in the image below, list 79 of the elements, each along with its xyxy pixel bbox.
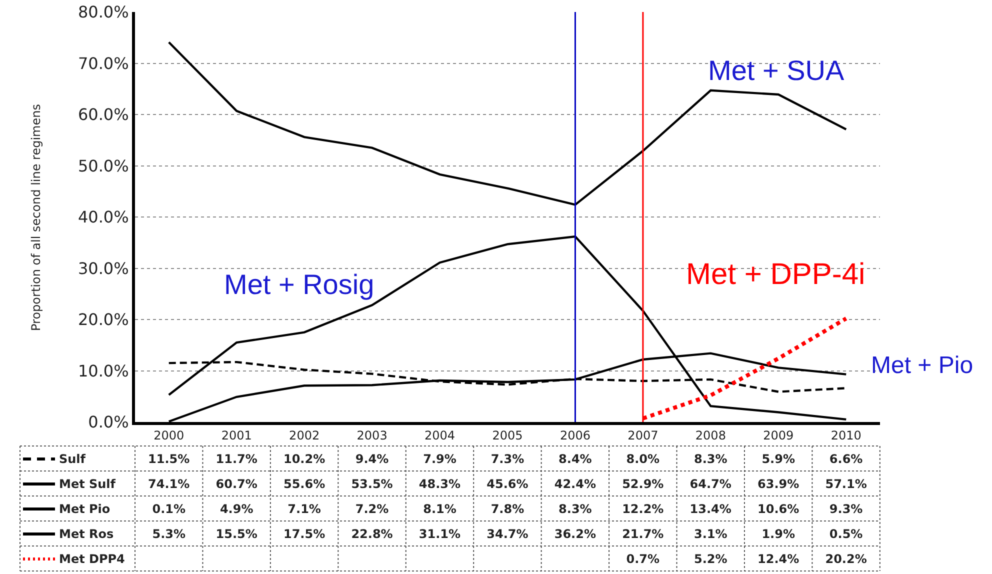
data-label: 34.7%: [486, 526, 530, 542]
data-label: 5.9%: [760, 450, 796, 468]
y-tick-label: 80.0%: [78, 2, 129, 22]
legend-label: Sulf: [59, 452, 86, 466]
data-label: 55.6%: [282, 476, 326, 492]
data-label: 7.8%: [490, 500, 526, 518]
data-label: 8.4%: [558, 450, 593, 468]
line-series: [168, 41, 848, 206]
data-label: 21.7%: [621, 526, 665, 542]
data-label: 7.3%: [490, 450, 526, 468]
data-label: 17.5%: [282, 526, 326, 542]
data-label: 13.4%: [688, 500, 732, 518]
data-label: 20.2%: [824, 550, 868, 568]
data-label: 60.7%: [214, 476, 258, 492]
data-label: 1.9%: [760, 526, 796, 542]
y-tick-label: 0.0%: [88, 412, 129, 432]
data-label: 63.9%: [756, 476, 800, 492]
data-label: 3.1%: [692, 526, 728, 542]
data-label: 15.5%: [214, 526, 258, 542]
data-label: 64.7%: [688, 476, 732, 492]
y-tick-label: 30.0%: [78, 258, 129, 278]
y-tick-label: 70.0%: [78, 54, 129, 73]
legend-label: Met DPP4: [59, 552, 125, 566]
data-label: 12.4%: [756, 550, 800, 568]
x-tick-label: 2008: [695, 428, 726, 442]
data-label: 57.1%: [824, 476, 868, 492]
data-label: 10.2%: [282, 450, 326, 468]
legend-label: Met Ros: [59, 526, 114, 540]
annotation: Met + SUA: [708, 55, 844, 86]
data-label: 0.1%: [151, 500, 186, 518]
data-label: 8.3%: [692, 450, 728, 468]
x-tick-label: 2007: [628, 428, 658, 442]
y-tick-label: 60.0%: [78, 105, 129, 124]
data-label: 8.1%: [422, 500, 458, 518]
data-label: 36.2%: [553, 526, 597, 542]
legend-label: Met Pio: [59, 502, 110, 516]
x-tick-label: 2009: [763, 428, 794, 442]
data-label: 74.1%: [147, 476, 191, 492]
x-tick-label: 2005: [492, 428, 523, 442]
data-label: 9.3%: [828, 500, 864, 518]
x-tick-label: 2006: [560, 428, 591, 442]
data-label: 7.1%: [286, 500, 322, 518]
legend-label: Met Sulf: [59, 476, 116, 490]
x-tick-label: 2002: [289, 428, 320, 442]
data-label: 9.4%: [354, 450, 390, 468]
annotation: Met + Pio: [871, 352, 974, 379]
data-label: 6.6%: [828, 450, 864, 468]
data-label: 5.2%: [692, 550, 728, 568]
data-label: 11.5%: [147, 450, 191, 468]
x-tick-label: 2004: [424, 428, 456, 442]
y-tick-label: 20.0%: [78, 310, 129, 330]
data-label: 0.5%: [828, 526, 864, 542]
data-label: 10.6%: [756, 500, 800, 518]
y-tick-label: 10.0%: [78, 361, 129, 380]
y-tick-label: 40.0%: [78, 208, 129, 227]
data-label: 31.1%: [418, 526, 462, 542]
data-label: 7.9%: [422, 450, 458, 468]
data-label: 8.3%: [558, 500, 593, 518]
data-label: 5.3%: [151, 526, 186, 542]
x-tick-label: 2003: [356, 428, 388, 442]
x-tick-label: 2001: [221, 428, 252, 442]
data-label: 22.8%: [350, 526, 394, 542]
data-label: 42.4%: [553, 476, 597, 492]
annotation: Met + Rosig: [224, 269, 374, 300]
annotation: Met + DPP-4i: [686, 258, 866, 291]
x-tick-label: 2010: [830, 428, 862, 442]
y-axis-title: Proportion of all second line regimens: [28, 104, 43, 331]
data-label: 4.9%: [218, 500, 254, 518]
y-tick-label: 50.0%: [78, 156, 129, 176]
data-label: 48.3%: [418, 476, 462, 492]
data-label: 12.2%: [621, 500, 665, 518]
data-label: 11.7%: [214, 450, 258, 468]
data-label: 7.2%: [354, 500, 390, 518]
x-tick-label: 2000: [154, 428, 184, 442]
data-label: 45.6%: [486, 476, 530, 492]
data-label: 52.9%: [621, 476, 665, 492]
data-label: 8.0%: [625, 450, 661, 468]
data-label: 0.7%: [625, 550, 661, 568]
data-label: 53.5%: [350, 476, 394, 492]
